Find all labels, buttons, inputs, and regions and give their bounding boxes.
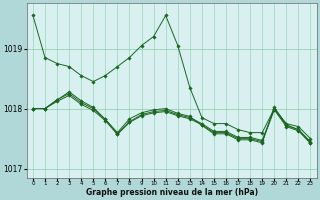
X-axis label: Graphe pression niveau de la mer (hPa): Graphe pression niveau de la mer (hPa) <box>86 188 258 197</box>
